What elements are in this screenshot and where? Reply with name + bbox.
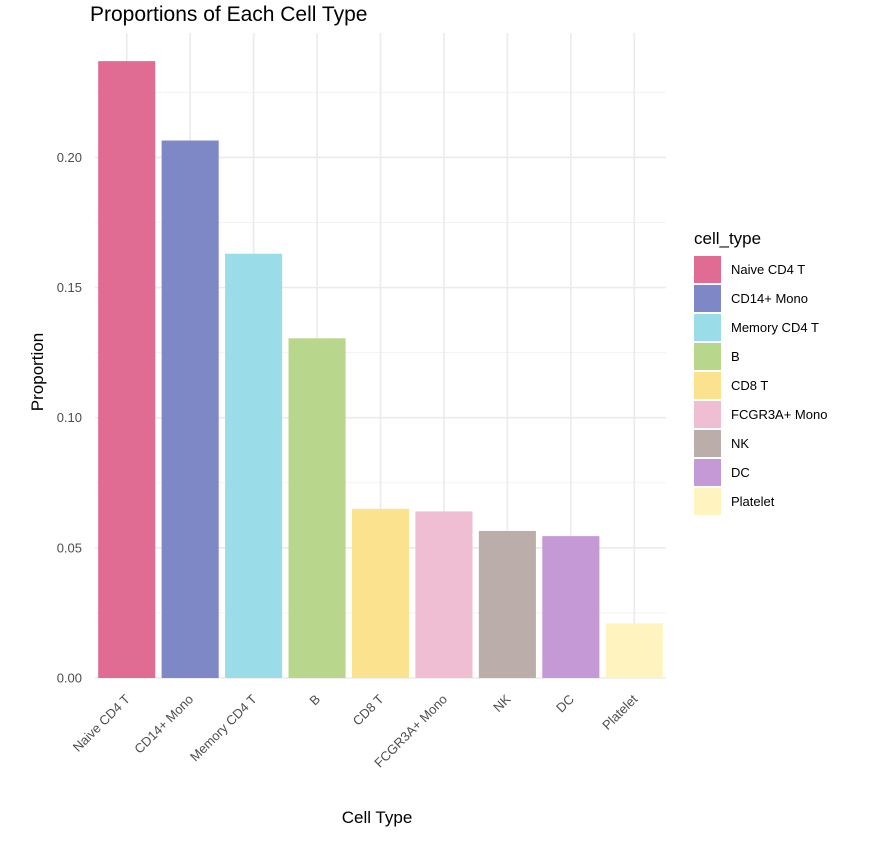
legend-swatch — [694, 372, 721, 399]
chart-title: Proportions of Each Cell Type — [90, 3, 367, 26]
legend: cell_type Naive CD4 T CD14+ Mono Memory CD… — [694, 229, 827, 515]
bar — [542, 536, 600, 678]
bar — [351, 508, 410, 678]
legend-label: Naive CD4 T — [731, 262, 805, 277]
x-tick-label: Platelet — [599, 691, 641, 733]
legend-label: Memory CD4 T — [731, 320, 819, 335]
legend-items: Naive CD4 T CD14+ Mono Memory CD4 T B CD8 T F… — [694, 256, 827, 515]
legend-label: NK — [731, 436, 749, 451]
bar — [225, 253, 283, 679]
y-axis-title: Proportion — [28, 333, 47, 411]
legend-label: Platelet — [731, 494, 775, 509]
bar — [288, 338, 346, 678]
x-tick-label: Memory CD4 T — [187, 691, 260, 764]
y-tick-label: 0.20 — [57, 150, 82, 165]
x-tick-label: B — [306, 692, 323, 709]
legend-swatch — [694, 459, 721, 486]
legend-swatch — [694, 285, 721, 312]
x-tick-label: DC — [553, 692, 577, 716]
legend-swatch — [694, 314, 721, 341]
x-tick-label: CD14+ Mono — [131, 692, 196, 757]
legend-label: CD14+ Mono — [731, 291, 808, 306]
legend-swatch — [694, 430, 721, 457]
y-tick-label: 0.00 — [57, 671, 82, 686]
legend-label: FCGR3A+ Mono — [731, 407, 827, 422]
bar — [98, 61, 156, 678]
x-tick-label: CD8 T — [350, 691, 387, 728]
bar — [605, 623, 663, 678]
y-tick-label: 0.15 — [57, 280, 82, 295]
y-tick-label: 0.05 — [57, 540, 82, 555]
legend-swatch — [694, 401, 721, 428]
legend-label: CD8 T — [731, 378, 768, 393]
legend-swatch — [694, 343, 721, 370]
y-tick-label: 0.10 — [57, 410, 82, 425]
legend-label: DC — [731, 465, 750, 480]
bar — [161, 140, 219, 678]
x-tick-label: NK — [490, 691, 514, 715]
legend-label: B — [731, 349, 740, 364]
y-axis-ticks: 0.00 0.05 0.10 0.15 0.20 — [57, 150, 82, 686]
legend-swatch — [694, 256, 721, 283]
legend-swatch — [694, 488, 721, 515]
bar — [478, 530, 536, 678]
bar — [415, 511, 473, 678]
bars — [98, 61, 663, 679]
legend-title: cell_type — [694, 229, 761, 248]
x-axis-title: Cell Type — [342, 808, 413, 827]
x-tick-label: Naive CD4 T — [70, 691, 133, 754]
